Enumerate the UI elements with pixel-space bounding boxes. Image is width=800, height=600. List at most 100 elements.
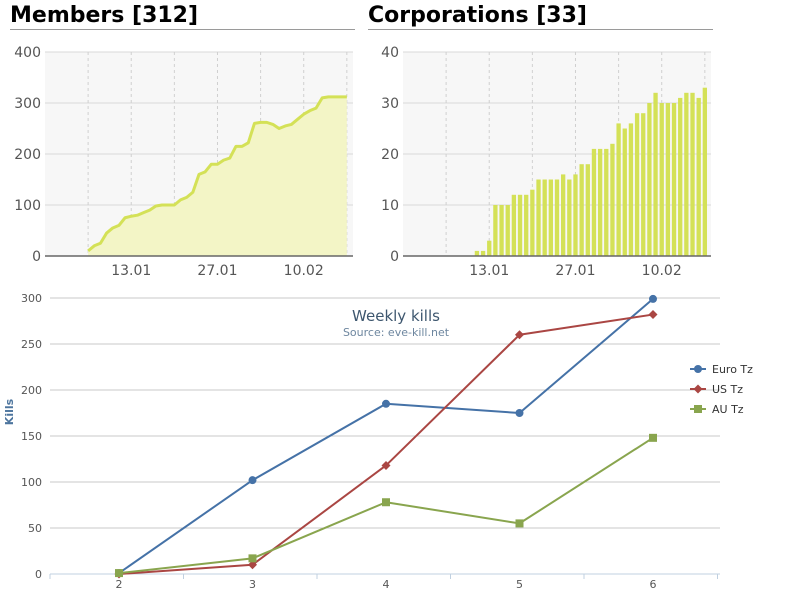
corporations-bar <box>530 189 535 256</box>
legend-marker-au-tz <box>694 405 702 413</box>
corporations-ytick-label: 20 <box>381 147 399 163</box>
corporations-bar <box>474 250 480 256</box>
weekly-point-euro-tz <box>382 399 390 408</box>
corporations-bar <box>536 179 541 256</box>
weekly-xtick-label: 5 <box>516 578 523 591</box>
legend-label-euro-tz: Euro Tz <box>712 363 753 376</box>
corporations-title: Corporations [33] <box>368 3 587 28</box>
corporations-bar <box>641 113 646 256</box>
weekly-point-us-tz <box>515 330 524 340</box>
corporations-bar <box>610 143 615 256</box>
legend-item-euro-tz: Euro Tz <box>690 363 753 376</box>
members-chart: 0 100 200 300 400 13.01 27.01 10.02 <box>14 45 353 279</box>
corporations-bar <box>671 103 677 256</box>
corporations-bar <box>579 164 584 256</box>
weekly-ytick-label: 300 <box>21 292 42 305</box>
members-ytick-label: 0 <box>32 249 41 265</box>
weekly-ytick-label: 150 <box>21 430 42 443</box>
members-ytick-label: 200 <box>14 147 41 163</box>
weekly-kills-chart: 0 50 100 150 200 250 300 2 3 4 5 6 Weekly killsSourc… <box>3 292 753 591</box>
members-xtick-label: 10.02 <box>284 263 324 279</box>
members-title: Members [312] <box>10 3 199 28</box>
members-ytick-label: 300 <box>14 96 41 112</box>
weekly-point-au-tz <box>382 498 390 507</box>
members-xtick-label: 27.01 <box>197 263 237 279</box>
corporations-chart: 0 10 20 30 40 13.01 27.01 10.02 <box>381 45 711 279</box>
corporations-bar <box>597 148 603 256</box>
weekly-point-au-tz <box>248 554 257 563</box>
corporations-bar <box>487 240 492 256</box>
members-xtick-label: 13.01 <box>111 263 151 279</box>
weekly-y-axis-label: Kills <box>3 398 16 425</box>
members-plot: 0 100 200 300 400 13.01 27.01 10.02 <box>14 45 353 279</box>
corporations-bar <box>493 205 498 256</box>
corporations-bar <box>554 179 560 256</box>
legend-marker-us-tz <box>693 384 703 394</box>
corporations-xtick-label: 27.01 <box>555 263 595 279</box>
corporations-plot: 0 10 20 30 40 13.01 27.01 10.02 <box>381 45 711 279</box>
weekly-title: Weekly kills <box>352 307 440 325</box>
weekly-subtitle: Source: eve-kill.net <box>343 326 450 339</box>
corporations-bar <box>567 179 572 256</box>
weekly-point-euro-tz <box>649 294 657 303</box>
weekly-plot: 0 50 100 150 200 250 300 2 3 4 5 6 Weekly killsSourc… <box>3 292 753 591</box>
weekly-point-us-tz <box>381 460 391 470</box>
corporations-bar <box>499 205 504 256</box>
weekly-point-euro-tz <box>515 409 524 417</box>
legend-item-au-tz: AU Tz <box>690 403 744 416</box>
corporations-bar <box>653 92 658 256</box>
weekly-ytick-label: 0 <box>35 568 42 581</box>
weekly-point-us-tz <box>248 560 257 570</box>
corporations-xtick-label: 10.02 <box>642 263 682 279</box>
corporations-bar <box>585 164 590 256</box>
corporations-bar <box>690 92 695 256</box>
legend-item-us-tz: US Tz <box>690 383 743 396</box>
corporations-bar <box>702 87 707 256</box>
corporations-bar <box>622 128 627 256</box>
weekly-xtick-label: 2 <box>116 578 123 591</box>
weekly-ytick-label: 250 <box>21 338 42 351</box>
corporations-bar <box>616 123 621 257</box>
legend-label-us-tz: US Tz <box>712 383 743 396</box>
weekly-ytick-label: 50 <box>28 522 42 535</box>
corporations-title-rule <box>368 29 713 30</box>
members-ytick-label: 100 <box>14 198 41 214</box>
corporations-bar <box>561 174 566 256</box>
legend-label-au-tz: AU Tz <box>712 403 744 416</box>
corporations-bar <box>634 113 640 256</box>
members-ytick-label: 400 <box>14 45 41 61</box>
corporations-bar <box>505 205 510 256</box>
weekly-xtick-label: 3 <box>249 578 256 591</box>
corporations-bar <box>628 123 634 257</box>
weekly-ytick-label: 200 <box>21 384 42 397</box>
weekly-ytick-label: 100 <box>21 476 42 489</box>
corporations-bar <box>524 194 529 256</box>
corporations-bar <box>591 148 597 256</box>
corporations-bar <box>647 103 652 256</box>
corporations-bar <box>548 179 553 256</box>
members-title-rule <box>10 29 355 30</box>
corporations-bar <box>696 97 701 257</box>
corporations-bar <box>517 194 523 256</box>
weekly-series-line-us-tz <box>118 313 654 575</box>
corporations-bar <box>684 92 689 256</box>
weekly-point-euro-tz <box>248 476 257 485</box>
weekly-point-au-tz <box>515 519 524 528</box>
weekly-point-au-tz <box>115 569 123 578</box>
corporations-ytick-label: 10 <box>381 198 399 214</box>
corporations-ytick-label: 0 <box>390 249 399 265</box>
weekly-xtick-label: 4 <box>383 578 390 591</box>
corporations-bar <box>511 194 517 256</box>
corporations-bar <box>480 250 486 256</box>
corporations-bar <box>659 103 664 256</box>
corporations-bar <box>678 97 683 257</box>
corporations-bar <box>542 179 547 256</box>
corporations-bar <box>604 148 609 256</box>
weekly-xtick-label: 6 <box>650 578 657 591</box>
corporations-ytick-label: 30 <box>381 96 399 112</box>
corporations-xtick-label: 13.01 <box>469 263 509 279</box>
legend-marker-euro-tz <box>694 365 702 373</box>
members-area <box>88 96 347 256</box>
members-line <box>87 95 347 253</box>
weekly-point-us-tz <box>648 310 658 320</box>
